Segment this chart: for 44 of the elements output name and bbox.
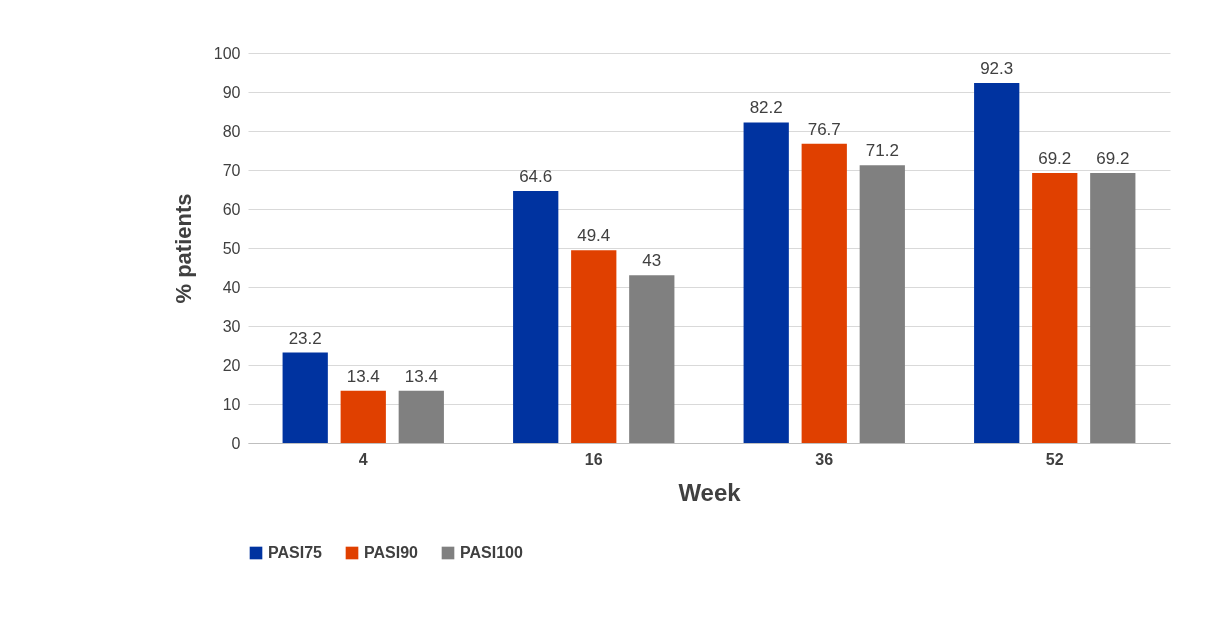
y-tick-label: 90 [222, 83, 241, 101]
data-label: 13.4 [404, 366, 438, 386]
y-tick-label: 60 [222, 200, 241, 218]
x-axis-title: Week [678, 478, 742, 506]
x-tick-label: 36 [815, 450, 834, 468]
bar [571, 250, 617, 443]
y-tick-label: 50 [222, 239, 241, 257]
data-label: 23.2 [288, 328, 322, 348]
data-label: 69.2 [1038, 149, 1072, 169]
bar [282, 352, 328, 443]
data-label: 49.4 [577, 226, 611, 246]
y-tick-label: 80 [222, 122, 241, 140]
legend-label: PASI75 [268, 544, 323, 561]
bar [340, 390, 386, 443]
data-label: 76.7 [807, 119, 841, 139]
bar [513, 191, 559, 443]
y-tick-label: 100 [213, 44, 241, 62]
bar [974, 83, 1020, 443]
y-tick-label: 0 [231, 434, 241, 452]
y-tick-label: 30 [222, 317, 241, 335]
bar [629, 275, 675, 443]
bar [743, 122, 789, 443]
data-label: 13.4 [346, 366, 380, 386]
x-tick-label: 16 [584, 450, 603, 468]
bar [1090, 173, 1136, 443]
y-tick-label: 40 [222, 278, 241, 296]
y-tick-label: 70 [222, 161, 241, 179]
data-label: 43 [642, 251, 662, 271]
data-label: 92.3 [980, 59, 1014, 79]
data-label: 64.6 [519, 167, 553, 187]
legend-label: PASI90 [364, 544, 419, 561]
x-tick-label: 52 [1045, 450, 1064, 468]
data-label: 69.2 [1096, 149, 1130, 169]
y-tick-label: 10 [222, 395, 241, 413]
bar [801, 143, 847, 443]
bar [398, 390, 444, 443]
x-tick-label: 4 [358, 450, 368, 468]
bar [1032, 173, 1078, 443]
data-label: 82.2 [749, 98, 783, 118]
legend-label: PASI100 [460, 544, 523, 561]
data-label: 71.2 [865, 141, 899, 161]
y-axis-title: % patients [170, 193, 196, 304]
y-tick-label: 20 [222, 356, 241, 374]
bar [859, 165, 905, 443]
